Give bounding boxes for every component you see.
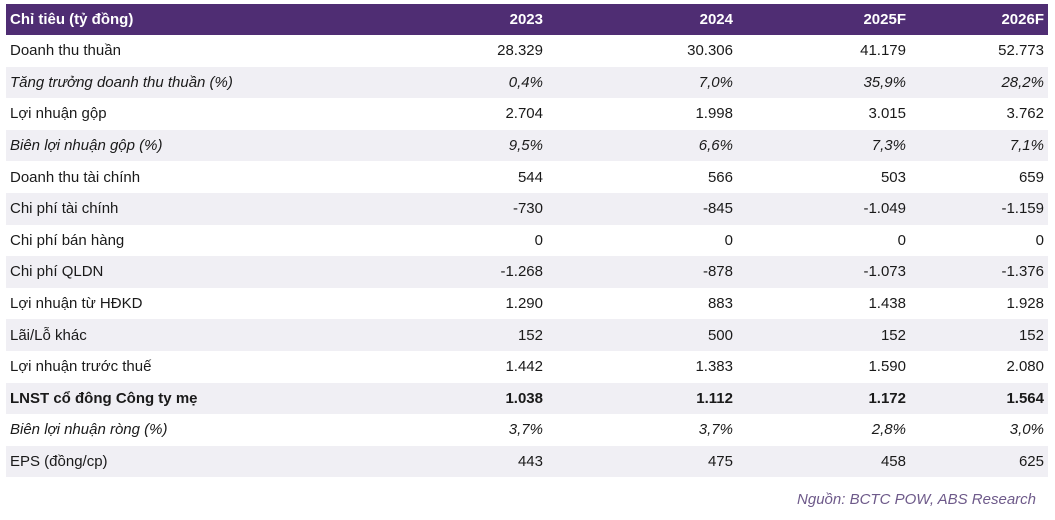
cell-2026f: 0 [1035, 231, 1044, 249]
cell-2026f: 3,0% [1009, 421, 1044, 439]
table-row: Lợi nhuận trước thuế 1.442 1.383 1.590 2… [6, 351, 1048, 383]
cell-2024: 1.383 [695, 358, 733, 376]
cell-2024: 1.998 [695, 105, 733, 123]
cell-2024: 1.112 [547, 382, 737, 415]
row-label: Lợi nhuận gộp [10, 105, 107, 123]
cell-2023: 1.290 [505, 295, 543, 313]
financial-table-container: Chỉ tiêu (tỷ đồng) 2023 2024 2025F 2026F… [6, 4, 1048, 478]
cell-2026f: 2.080 [1006, 358, 1044, 376]
cell-2023: 2.704 [505, 105, 543, 123]
row-label: Doanh thu thuần [10, 42, 121, 60]
cell-2025f: -1.049 [737, 192, 910, 225]
cell-2025f: 458 [737, 445, 910, 478]
cell-2023: 0 [534, 231, 543, 249]
table-row: LNST cổ đông Công ty mẹ 1.038 1.112 1.17… [6, 382, 1048, 415]
cell-2026f: 152 [910, 319, 1048, 351]
table-row: Chi phí QLDN -1.268 -878 -1.073 -1.376 [6, 256, 1048, 288]
cell-2025f: 1.590 [868, 358, 906, 376]
cell-2026f: 659 [1018, 168, 1044, 186]
cell-2025f: 7,3% [737, 129, 910, 162]
cell-2026f: -1.159 [910, 192, 1048, 225]
cell-2023: 3,7% [508, 421, 543, 439]
table-row: Biên lợi nhuận ròng (%) 3,7% 3,7% 2,8% 3… [6, 414, 1048, 446]
table-row: Tăng trưởng doanh thu thuần (%) 0,4% 7,0… [6, 66, 1048, 99]
row-label: Biên lợi nhuận gộp (%) [6, 129, 381, 162]
cell-2025f: 2,8% [871, 421, 906, 439]
row-label: Doanh thu tài chính [10, 168, 141, 186]
cell-2024: 0 [724, 231, 733, 249]
cell-2026f: 1.564 [910, 382, 1048, 415]
cell-2024: 500 [547, 319, 737, 351]
cell-2025f: 35,9% [737, 66, 910, 99]
cell-2024: 30.306 [687, 42, 733, 60]
cell-2026f: -1.376 [910, 256, 1048, 288]
cell-2026f: 7,1% [910, 129, 1048, 162]
cell-2023: -1.268 [381, 256, 547, 288]
cell-2023: -730 [381, 192, 547, 225]
cell-2023: 1.038 [381, 382, 547, 415]
row-label: Lợi nhuận trước thuế [10, 358, 152, 376]
cell-2026f: 3.762 [1006, 105, 1044, 123]
table-row: Chi phí tài chính -730 -845 -1.049 -1.15… [6, 192, 1048, 225]
header-2024: 2024 [547, 4, 737, 35]
header-2026f: 2026F [910, 4, 1048, 35]
row-label: Chi phí tài chính [6, 192, 381, 225]
table-header-row: Chỉ tiêu (tỷ đồng) 2023 2024 2025F 2026F [6, 4, 1048, 35]
table-row: EPS (đồng/cp) 443 475 458 625 [6, 445, 1048, 478]
row-label: Tăng trưởng doanh thu thuần (%) [6, 66, 381, 99]
row-label: Lợi nhuận từ HĐKD [10, 295, 143, 313]
row-label: Chi phí bán hàng [10, 231, 125, 249]
source-note: Nguồn: BCTC POW, ABS Research [797, 491, 1036, 508]
table-row: Doanh thu tài chính 544 566 503 659 [6, 161, 1048, 193]
cell-2023: 443 [381, 445, 547, 478]
row-label: EPS (đồng/cp) [6, 445, 381, 478]
cell-2025f: -1.073 [737, 256, 910, 288]
table-row: Lợi nhuận gộp 2.704 1.998 3.015 3.762 [6, 98, 1048, 130]
cell-2025f: 1.172 [737, 382, 910, 415]
row-label: Lãi/Lỗ khác [6, 319, 381, 351]
cell-2024: 7,0% [547, 66, 737, 99]
cell-2025f: 41.179 [860, 42, 906, 60]
financial-table: Chỉ tiêu (tỷ đồng) 2023 2024 2025F 2026F… [6, 4, 1048, 478]
cell-2025f: 152 [737, 319, 910, 351]
cell-2025f: 0 [897, 231, 906, 249]
cell-2024: -845 [547, 192, 737, 225]
cell-2025f: 503 [880, 168, 906, 186]
cell-2026f: 1.928 [1006, 295, 1044, 313]
row-label: Biên lợi nhuận ròng (%) [10, 421, 168, 439]
cell-2023: 544 [517, 168, 543, 186]
table-row: Lợi nhuận từ HĐKD 1.290 883 1.438 1.928 [6, 288, 1048, 320]
cell-2024: 475 [547, 445, 737, 478]
cell-2024: 3,7% [698, 421, 733, 439]
cell-2024: 6,6% [547, 129, 737, 162]
cell-2023: 152 [381, 319, 547, 351]
cell-2024: 883 [707, 295, 733, 313]
cell-2024: 566 [707, 168, 733, 186]
header-2025f: 2025F [737, 4, 910, 35]
cell-2023: 0,4% [381, 66, 547, 99]
cell-2023: 1.442 [505, 358, 543, 376]
table-row: Biên lợi nhuận gộp (%) 9,5% 6,6% 7,3% 7,… [6, 129, 1048, 162]
cell-2023: 9,5% [381, 129, 547, 162]
row-label: Chi phí QLDN [6, 256, 381, 288]
header-indicator: Chỉ tiêu (tỷ đồng) [6, 4, 381, 35]
table-row: Chi phí bán hàng 0 0 0 0 [6, 225, 1048, 257]
cell-2025f: 1.438 [868, 295, 906, 313]
cell-2023: 28.329 [497, 42, 543, 60]
cell-2025f: 3.015 [868, 105, 906, 123]
table-row: Doanh thu thuần 28.329 30.306 41.179 52.… [6, 35, 1048, 67]
cell-2026f: 28,2% [910, 66, 1048, 99]
row-label: LNST cổ đông Công ty mẹ [6, 382, 381, 415]
cell-2024: -878 [547, 256, 737, 288]
cell-2026f: 52.773 [998, 42, 1044, 60]
cell-2026f: 625 [910, 445, 1048, 478]
table-row: Lãi/Lỗ khác 152 500 152 152 [6, 319, 1048, 351]
header-2023: 2023 [381, 4, 547, 35]
